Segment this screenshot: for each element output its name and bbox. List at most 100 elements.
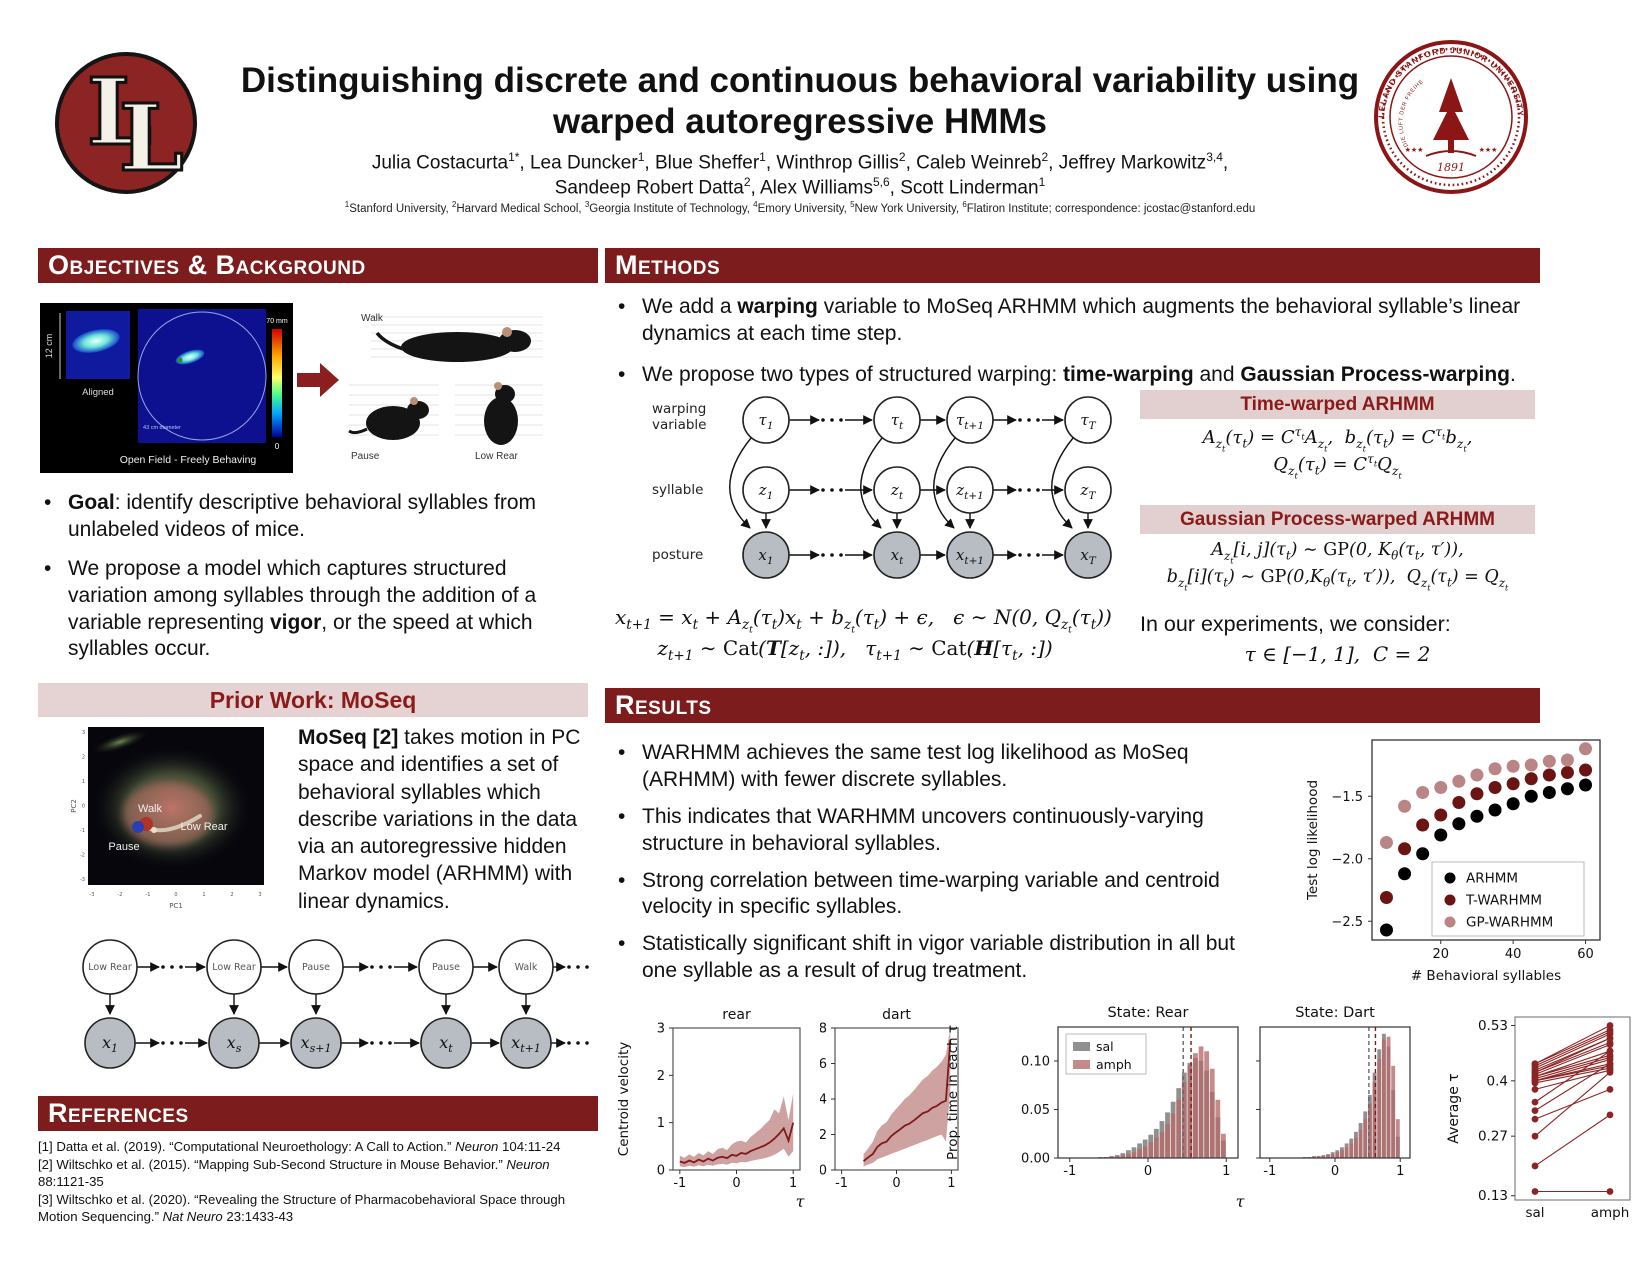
dynamics-equation: xt+1 = xt + Azt(τt)xt + bzt(τt) + ϵ, ϵ ∼… — [615, 605, 1112, 636]
svg-text:40: 40 — [1505, 947, 1522, 962]
svg-text:-2: -2 — [118, 892, 123, 898]
svg-text:amph: amph — [1096, 1057, 1132, 1072]
svg-text:3: 3 — [82, 730, 85, 736]
svg-text:0: 0 — [892, 1176, 900, 1191]
prior-work-text: MoSeq [2] takes motion in PC space and i… — [298, 726, 581, 913]
svg-text:Pause: Pause — [432, 962, 460, 973]
methods-bullet-1: We add a warping variable to MoSeq ARHMM… — [612, 294, 1532, 348]
depth-caption: Open Field - Freely Behaving — [120, 454, 257, 466]
categorical-equation: zt+1 ∼ Cat(T[zt, :]), τt+1 ∼ Cat(H[τt, :… — [657, 636, 1053, 664]
svg-text:syllable: syllable — [652, 482, 703, 498]
pc-pause-label: Pause — [108, 841, 139, 853]
svg-text:Pause: Pause — [302, 962, 330, 973]
svg-text:sal: sal — [1096, 1039, 1114, 1054]
lab-logo: L L — [55, 52, 197, 194]
svg-text:τ1: τ1 — [759, 411, 774, 432]
svg-text:0: 0 — [732, 1176, 740, 1191]
svg-text:1: 1 — [1396, 1164, 1404, 1179]
svg-text:x1: x1 — [758, 546, 773, 567]
svg-text:-3: -3 — [90, 892, 95, 898]
svg-text:0: 0 — [820, 1164, 827, 1179]
section-references-header: References — [38, 1096, 598, 1131]
title-line2: warped autoregressive HMMs — [552, 102, 1048, 142]
gp-warped-eq2: bzt[i](τt) ∼ GP(0,Kθ(τt, τ′)), Qzt(τt) =… — [1166, 567, 1509, 592]
poster-title: Distinguishing discrete and continuous b… — [230, 60, 1370, 143]
svg-text:T-WARHMM: T-WARHMM — [1465, 893, 1542, 909]
svg-text:Average τ: Average τ — [1446, 1073, 1462, 1143]
svg-text:xs: xs — [227, 1033, 242, 1055]
svg-text:3: 3 — [657, 1022, 665, 1037]
svg-text:zt+1: zt+1 — [955, 481, 984, 502]
svg-text:2: 2 — [820, 1128, 827, 1143]
svg-text:xT: xT — [1080, 546, 1096, 567]
section-objectives-header: Objectives & Background — [38, 248, 598, 283]
svg-text:1: 1 — [657, 1116, 665, 1131]
svg-text:2: 2 — [230, 892, 233, 898]
svg-text:0: 0 — [1331, 1164, 1339, 1179]
seal-tree-icon — [1433, 78, 1469, 140]
pc2-axis-label: PC2 — [70, 799, 78, 813]
seal-stars-icon: ★★★ — [1405, 146, 1424, 154]
svg-text:sal: sal — [1525, 1205, 1544, 1221]
hist-dart-chart: State: Dart -1 0 1 — [1252, 995, 1422, 1210]
svg-text:Low Rear: Low Rear — [212, 962, 256, 973]
rear-velocity-chart: rear 0 1 2 3 -1 0 1 Centroid velocity — [615, 995, 820, 1210]
results-bullet-3: Strong correlation between time-warping … — [612, 868, 1252, 922]
svg-text:0: 0 — [174, 892, 177, 898]
authors: Julia Costacurta1*, Lea Duncker1, Blue S… — [230, 150, 1370, 200]
svg-text:1: 1 — [202, 892, 205, 898]
svg-text:20: 20 — [1432, 947, 1449, 962]
affiliations: 1Stanford University, 2Harvard Medical S… — [344, 200, 1256, 215]
section-methods-header: Methods — [605, 248, 1540, 283]
warhmm-graphical-model: warping variable syllable posture τ1 τt τt+1 τT… — [640, 395, 1115, 595]
svg-text:xt+1: xt+1 — [511, 1033, 541, 1055]
pc-walk-label: Walk — [138, 803, 163, 815]
methods-bullet-2: We propose two types of structured warpi… — [612, 362, 1532, 389]
arrow-right-icon — [297, 363, 339, 397]
reference-item: [2] Wiltschko et al. (2015). “Mapping Su… — [38, 1156, 550, 1190]
gp-warped-header: Gaussian Process-warped ARHMM — [1140, 505, 1535, 534]
time-warped-header: Time-warped ARHMM — [1140, 390, 1535, 419]
stanford-seal-icon: LELAND STANFORD JUNIOR UNIVERSITY DIE LU… — [1372, 38, 1528, 194]
svg-text:−2.0: −2.0 — [1331, 852, 1363, 867]
goal-bullet: Goal: identify descriptive behavioral sy… — [38, 490, 590, 544]
svg-text:0.4: 0.4 — [1487, 1073, 1508, 1089]
pause-label: Pause — [351, 451, 380, 462]
depth-video-figure: 12 cm Aligned 43 cm diameter 70 mm 0 Ope… — [40, 303, 293, 473]
objectives-bullets: Goal: identify descriptive behavioral sy… — [38, 490, 590, 675]
seal-year: 1891 — [1437, 161, 1465, 174]
results-bullets: WARHMM achieves the same test log likeli… — [612, 740, 1252, 997]
loglik-chart: −1.5 −2.0 −2.5 20 40 60 # Behavioral syllables… — [1300, 725, 1635, 995]
moseq-chain-diagram: Low Rear Low Rear Pause Pause Walk x1 xs xs+1 xt… — [38, 933, 598, 1086]
tau-axis-label: τ — [795, 1192, 805, 1211]
logo-letter-icon: L — [118, 84, 186, 192]
experiments-equation: τ ∈ [−1, 1], C = 2 — [1244, 642, 1431, 666]
svg-text:1: 1 — [947, 1176, 955, 1191]
svg-text:-2: -2 — [80, 853, 85, 859]
svg-text:6: 6 — [820, 1057, 827, 1072]
svg-text:8: 8 — [820, 1022, 827, 1037]
moseq-pc-figure: Walk Low Rear Pause 3 2 1 0 -1 -2 -3 -3 -2 -1 0 1 2 3… — [70, 727, 264, 910]
section-results-header: Results — [605, 688, 1540, 723]
scale-label: 12 cm — [44, 334, 54, 359]
colorbar-min: 0 — [275, 442, 280, 451]
reference-item: [1] Datta et al. (2019). “Computational … — [38, 1139, 561, 1154]
svg-text:Prop. time in each τ: Prop. time in each τ — [945, 1025, 961, 1160]
tau-axis-label: τ — [1235, 1192, 1245, 1211]
svg-text:# Behavioral syllables: # Behavioral syllables — [1411, 968, 1561, 984]
svg-text:Test log likelihood: Test log likelihood — [1305, 780, 1321, 901]
hist-rear-chart: State: Rear 0.00 0.05 0.10 -1 0 1 Prop. time in… — [945, 995, 1250, 1210]
svg-text:1: 1 — [82, 779, 85, 785]
svg-text:4: 4 — [820, 1093, 827, 1108]
svg-text:zT: zT — [1080, 481, 1097, 502]
logo-letter-icon: L — [86, 58, 154, 166]
svg-text:xs+1: xs+1 — [301, 1033, 332, 1055]
avg-tau-chart: 0.53 0.4 0.27 0.13 sal amph Average τ — [1400, 985, 1648, 1245]
svg-text:0.53: 0.53 — [1478, 1018, 1508, 1034]
references-list: [1] Datta et al. (2019). “Computational … — [38, 1138, 593, 1226]
svg-text:State: Rear: State: Rear — [1107, 1005, 1188, 1021]
walk-label: Walk — [361, 313, 384, 324]
svg-text:60: 60 — [1577, 947, 1594, 962]
results-bullet-2: This indicates that WARHMM uncovers cont… — [612, 804, 1252, 858]
svg-text:-1: -1 — [80, 828, 85, 834]
